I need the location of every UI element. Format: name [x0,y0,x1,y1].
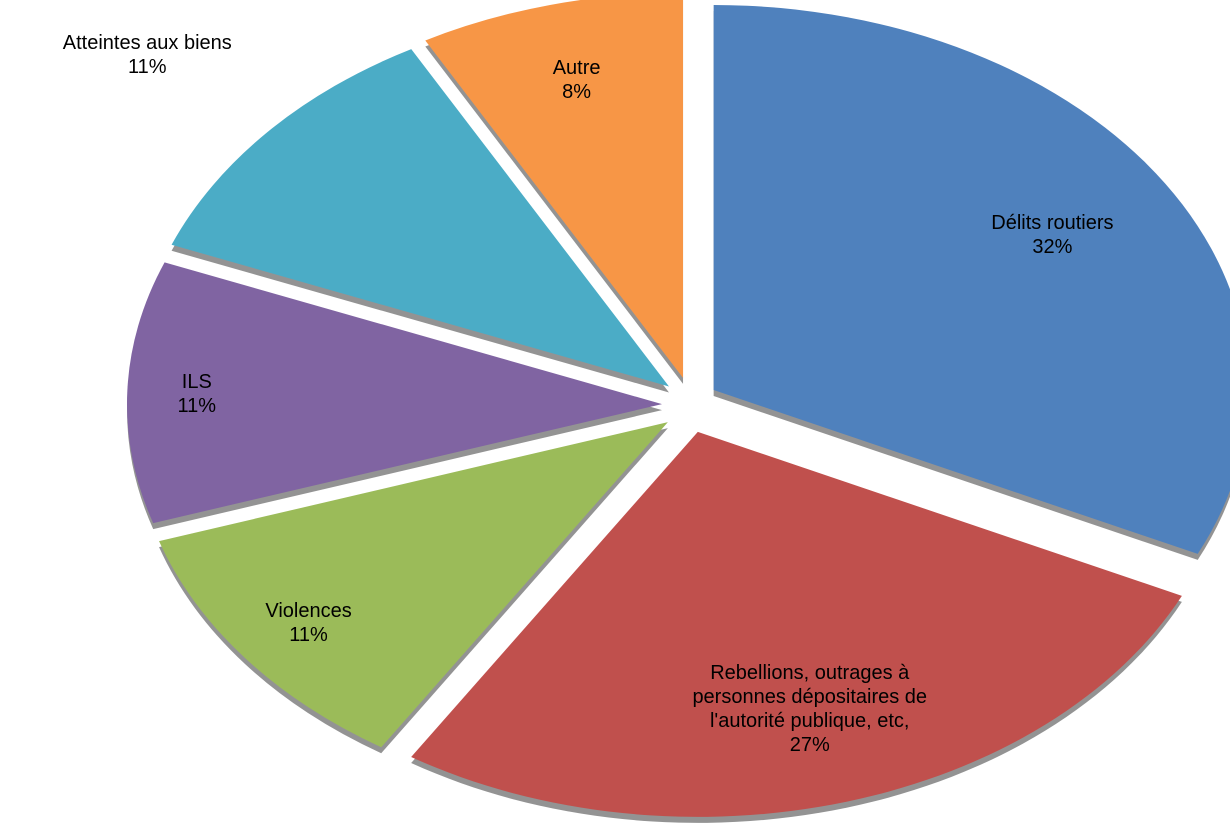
slice [425,0,684,378]
data-label: Autre 8% [427,56,727,104]
data-label: Rebellions, outrages à personnes déposit… [670,661,950,757]
value-label: 27% [789,734,830,757]
category-label: ILS [181,370,212,393]
category-label: Autre [552,56,601,79]
slice [127,262,663,524]
data-label: ILS 11% [47,370,347,418]
slice [159,422,668,748]
category-label: Rebellions, outrages à personnes déposit… [692,662,928,733]
slice [171,49,669,387]
value-label: 11% [177,394,217,417]
value-label: 11% [289,623,328,646]
data-label: Violences 11% [159,599,459,647]
value-label: 11% [128,56,167,79]
value-label: 32% [1032,236,1073,259]
slice [411,431,1182,817]
category-label: Violences [265,599,352,622]
data-label: Atteintes aux biens 11% [0,31,297,79]
category-label: Atteintes aux biens [62,32,232,55]
data-label: Délits routiers 32% [902,211,1202,259]
value-label: 8% [562,80,592,103]
slice [713,4,1230,554]
category-label: Délits routiers [991,212,1114,235]
